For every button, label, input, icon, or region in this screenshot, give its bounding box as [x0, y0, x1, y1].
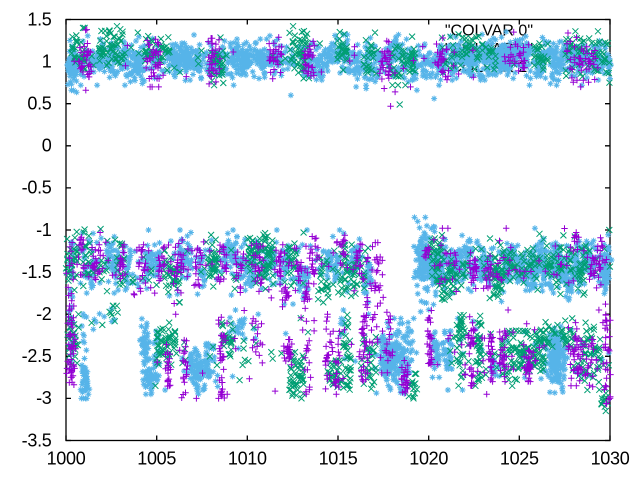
svg-text:1.5: 1.5: [27, 9, 51, 29]
svg-text:1000: 1000: [47, 449, 86, 469]
svg-text:1020: 1020: [409, 449, 448, 469]
svg-text:1030: 1030: [591, 449, 630, 469]
svg-text:1025: 1025: [500, 449, 539, 469]
svg-text:-2.5: -2.5: [22, 346, 52, 366]
svg-text:-3.5: -3.5: [22, 430, 52, 450]
svg-text:0.5: 0.5: [27, 94, 51, 114]
svg-text:0: 0: [42, 136, 52, 156]
svg-text:1015: 1015: [319, 449, 358, 469]
svg-text:-1: -1: [36, 220, 52, 240]
svg-text:-1.5: -1.5: [22, 262, 52, 282]
svg-text:-0.5: -0.5: [22, 178, 52, 198]
svg-text:1010: 1010: [228, 449, 267, 469]
svg-text:1: 1: [42, 51, 52, 71]
svg-text:"COLVAR 0": "COLVAR 0": [445, 23, 533, 40]
svg-text:1005: 1005: [137, 449, 176, 469]
svg-text:-2: -2: [36, 304, 52, 324]
svg-text:-3: -3: [36, 388, 52, 408]
